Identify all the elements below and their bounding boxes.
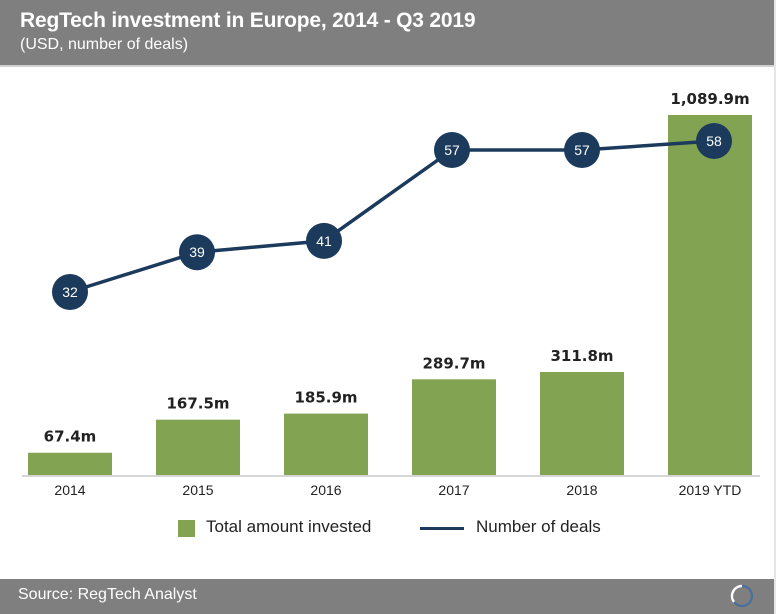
deals-marker (564, 132, 600, 168)
legend-line-swatch-icon (420, 527, 464, 530)
legend-bar-label: Total amount invested (206, 517, 372, 536)
deals-marker (434, 132, 470, 168)
bar-value-label: 1,089.9m (670, 90, 749, 108)
deals-marker (696, 123, 732, 159)
legend-bar-swatch-icon (178, 520, 195, 537)
deals-marker (52, 274, 88, 310)
bar-2019-ytd (668, 115, 752, 475)
deals-value-label: 57 (574, 142, 590, 158)
source-note: Source: RegTech Analyst (18, 586, 197, 603)
x-tick-label: 2017 (438, 482, 469, 498)
deals-marker (179, 234, 215, 271)
line-layer: 32 39 41 57 57 58 (52, 123, 732, 310)
legend-line-label: Number of deals (476, 517, 601, 536)
bar-value-label: 185.9m (294, 389, 357, 407)
deals-value-label: 39 (189, 244, 205, 260)
axis-layer: 2014 2015 2016 2017 2018 2019 YTD (22, 475, 760, 498)
chart-subtitle: (USD, number of deals) (20, 36, 189, 53)
x-tick-label: 2018 (566, 482, 597, 498)
x-tick-label: 2016 (310, 482, 341, 498)
bar-2015 (156, 419, 240, 475)
deals-value-label: 58 (706, 133, 722, 149)
x-tick-label: 2019 YTD (679, 482, 742, 498)
deals-value-label: 41 (316, 233, 332, 249)
right-border (774, 0, 776, 614)
x-tick-label: 2014 (54, 482, 85, 498)
deals-value-label: 32 (62, 284, 78, 300)
bar-2016 (284, 413, 368, 475)
bar-value-label: 289.7m (422, 354, 485, 372)
chart-footer: Source: RegTech Analyst (0, 579, 776, 614)
x-tick-label: 2015 (182, 482, 213, 498)
chart-legend: Total amount invested Number of deals (0, 512, 776, 542)
bar-2018 (540, 372, 624, 475)
deals-marker (306, 222, 342, 259)
bar-2014 (28, 452, 112, 475)
labels-layer: 67.4m 167.5m 185.9m 289.7m 311.8m 1,089.9m (44, 90, 750, 446)
bar-value-label: 167.5m (166, 395, 229, 413)
bars-layer (28, 115, 752, 475)
bar-2017 (412, 379, 496, 475)
header-divider (0, 65, 776, 67)
chart-title: RegTech investment in Europe, 2014 - Q3 … (20, 9, 476, 32)
circle-ring-logo-icon (730, 584, 754, 608)
chart-header: RegTech investment in Europe, 2014 - Q3 … (0, 0, 776, 65)
deals-value-label: 57 (444, 142, 460, 158)
deals-line (69, 139, 715, 294)
bar-value-label: 67.4m (44, 428, 97, 446)
bar-value-label: 311.8m (550, 347, 613, 365)
